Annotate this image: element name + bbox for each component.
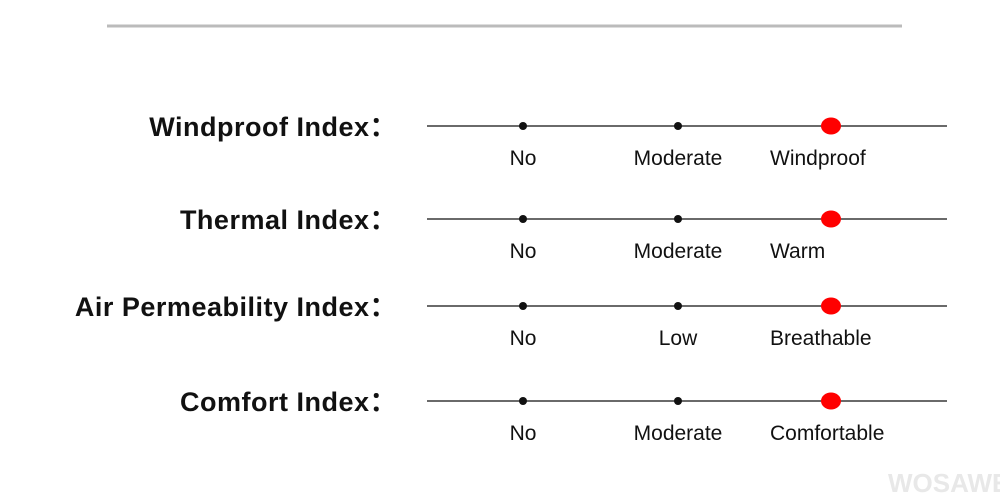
watermark: WOSAWE (888, 468, 1000, 498)
level-label: No (510, 327, 537, 350)
index-label: Air Permeability Index： (75, 292, 397, 322)
level-label: Windproof (770, 147, 866, 170)
level-label: Low (659, 327, 698, 350)
level-label: Warm (770, 240, 825, 263)
level-label: No (510, 240, 537, 263)
level-label: Moderate (634, 147, 723, 170)
selected-dot (821, 297, 841, 315)
level-dot (519, 122, 527, 130)
level-label: Comfortable (770, 422, 884, 445)
selected-dot (821, 392, 841, 410)
selected-dot (821, 117, 841, 135)
selected-dot (821, 210, 841, 228)
index-label: Windproof Index： (149, 112, 397, 142)
index-label: Comfort Index： (180, 387, 397, 417)
level-dot (519, 215, 527, 223)
level-label: No (510, 147, 537, 170)
level-label: Breathable (770, 327, 872, 350)
index-label: Thermal Index： (180, 205, 397, 235)
level-dot (674, 302, 682, 310)
level-dot (519, 302, 527, 310)
level-label: Moderate (634, 240, 723, 263)
level-dot (519, 397, 527, 405)
level-dot (674, 122, 682, 130)
level-label: Moderate (634, 422, 723, 445)
level-label: No (510, 422, 537, 445)
level-dot (674, 215, 682, 223)
level-dot (674, 397, 682, 405)
